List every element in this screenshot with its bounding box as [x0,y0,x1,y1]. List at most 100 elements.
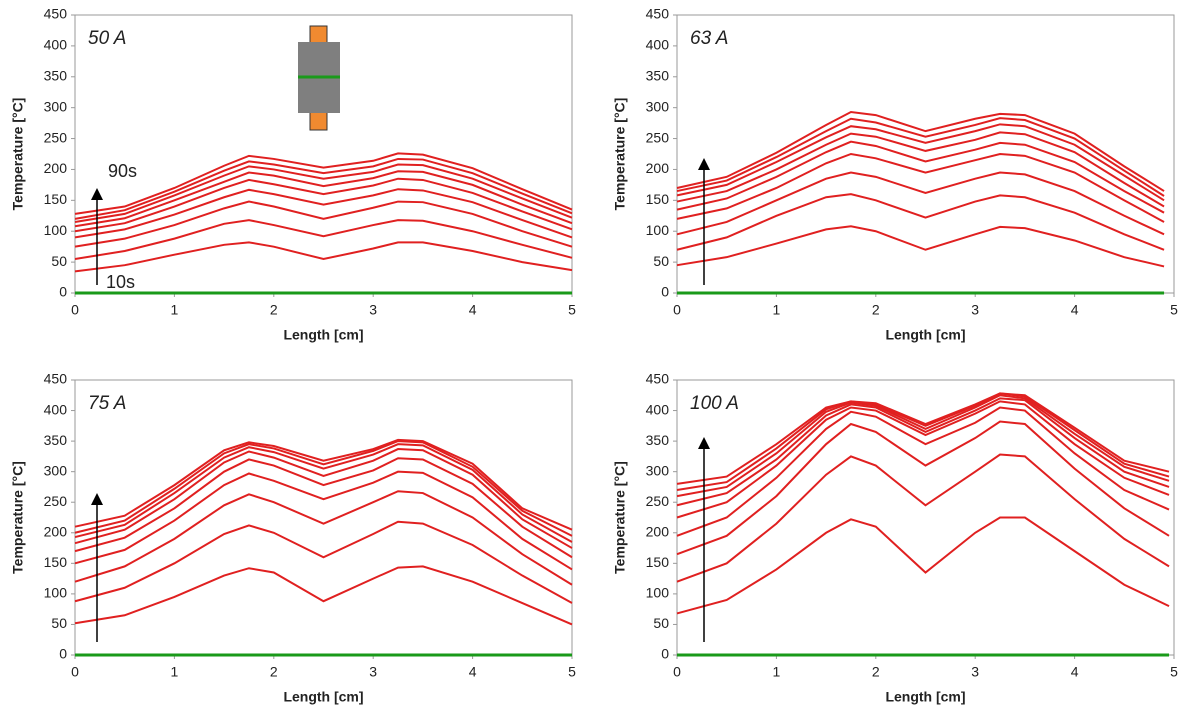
y-tick-label: 300 [646,98,670,114]
y-tick-label: 150 [44,191,68,207]
y-tick-label: 300 [646,462,670,478]
temperature-curve [676,131,1165,208]
annotation: 100 A [690,393,739,414]
y-tick-label: 100 [646,222,670,238]
temperature-curve [676,171,1165,236]
x-tick-label: 2 [270,302,278,318]
y-tick-label: 50 [653,615,669,631]
x-tick-label: 4 [1071,302,1079,318]
y-tick-label: 150 [646,191,670,207]
x-tick-label: 5 [1170,664,1178,680]
y-tick-label: 100 [44,222,68,238]
x-axis-label: Length [cm] [283,327,363,343]
temperature-curve [676,140,1165,214]
y-axis-label: Temperature [°C] [10,461,26,574]
temperature-curve [74,219,573,261]
y-tick-label: 300 [44,462,68,478]
x-axis-label: Length [cm] [885,689,965,705]
x-tick-label: 0 [673,664,681,680]
temperature-curve [74,152,573,215]
temperature-curve [74,457,573,559]
x-tick-label: 2 [270,664,278,680]
y-axis-label: Temperature [°C] [612,98,628,211]
y-tick-label: 250 [44,129,68,145]
temperature-curve [676,516,1170,615]
x-tick-label: 4 [1071,664,1079,680]
y-tick-label: 100 [44,585,68,601]
temperature-curve [74,440,573,537]
y-axis-label: Temperature [°C] [612,461,628,574]
temperature-curve [676,453,1170,583]
y-tick-label: 100 [646,585,670,601]
annotation: 10s [106,272,135,292]
x-tick-label: 1 [773,664,781,680]
temperature-curve [74,443,573,543]
x-tick-label: 0 [673,302,681,318]
x-tick-label: 3 [971,664,979,680]
x-tick-label: 3 [369,664,377,680]
x-tick-label: 5 [1170,302,1178,318]
y-tick-label: 250 [44,493,68,509]
temperature-curve [676,152,1165,223]
x-tick-label: 0 [71,664,79,680]
temperature-curve [74,470,573,571]
y-tick-label: 450 [646,371,670,387]
y-axis-label: Temperature [°C] [10,98,26,211]
temperature-curve [676,123,1165,202]
temperature-curve [676,397,1170,507]
annotation: 75 A [88,393,126,414]
annotation: 63 A [690,28,728,49]
annotation: 90s [108,161,137,181]
temperature-curve [676,406,1170,537]
x-tick-label: 1 [773,302,781,318]
x-tick-label: 5 [568,302,576,318]
y-tick-label: 200 [44,523,68,539]
plot-frame [676,379,1175,656]
y-tick-label: 200 [646,160,670,176]
temperature-curve [676,225,1165,268]
temperature-curve [74,177,573,233]
y-tick-label: 400 [646,37,670,53]
x-tick-label: 1 [171,664,179,680]
temperature-curve [74,157,573,220]
x-tick-label: 3 [971,302,979,318]
x-axis-label: Length [cm] [885,327,965,343]
temperature-curve [74,200,573,248]
x-tick-label: 0 [71,302,79,318]
temperature-curve [74,448,573,549]
x-tick-label: 4 [469,664,477,680]
temperature-curve [676,392,1170,491]
y-tick-label: 50 [653,253,669,269]
y-tick-label: 450 [646,6,670,22]
temperature-curve [676,420,1170,556]
y-tick-label: 50 [51,253,67,269]
temperature-curve [676,400,1170,519]
y-tick-label: 0 [661,284,669,300]
y-tick-label: 0 [661,646,669,662]
temperature-curve [74,520,573,604]
y-tick-label: 200 [44,160,68,176]
y-tick-label: 300 [44,98,68,114]
temperature-curve [74,170,573,228]
y-tick-label: 400 [44,401,68,417]
y-tick-label: 50 [51,615,67,631]
y-tick-label: 450 [44,6,68,22]
temperature-curve [74,188,573,239]
y-tick-label: 400 [646,401,670,417]
temperature-curve [676,110,1165,192]
x-tick-label: 2 [872,302,880,318]
y-tick-label: 250 [646,493,670,509]
y-tick-label: 0 [59,284,67,300]
y-tick-label: 0 [59,646,67,662]
x-tick-label: 1 [171,302,179,318]
device-inset [298,25,340,131]
y-tick-label: 150 [646,554,670,570]
y-tick-label: 200 [646,523,670,539]
x-tick-label: 2 [872,664,880,680]
y-tick-label: 350 [646,67,670,83]
x-tick-label: 5 [568,664,576,680]
y-tick-label: 150 [44,554,68,570]
y-tick-label: 450 [44,371,68,387]
x-tick-label: 4 [469,302,477,318]
